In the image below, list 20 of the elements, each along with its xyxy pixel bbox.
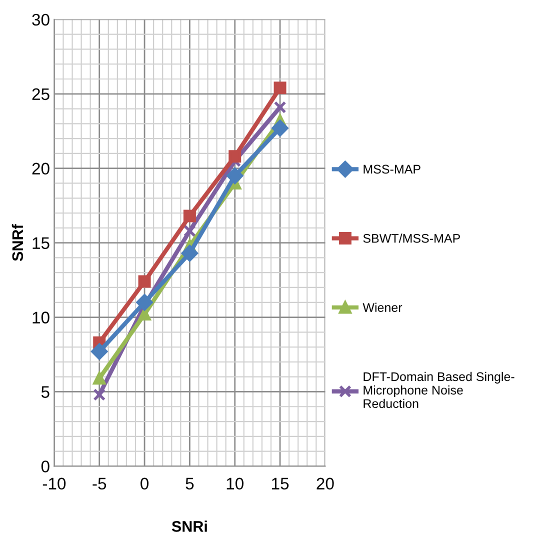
- x-tick-label: -10: [42, 478, 66, 490]
- x-tick-label: 20: [316, 478, 334, 490]
- x-axis-title: SNRi: [172, 520, 207, 532]
- x-tick-label: 15: [272, 478, 289, 490]
- x-tick-label: 0: [140, 478, 149, 490]
- y-tick-label: 5: [41, 386, 50, 398]
- legend-label: Wiener: [362, 302, 402, 312]
- y-tick-label: 15: [32, 237, 50, 250]
- x-tick-label: 5: [186, 478, 194, 490]
- y-tick-label: 25: [32, 88, 50, 100]
- y-axis-title: SNRf: [12, 224, 24, 262]
- y-tick-label: 0: [41, 460, 50, 472]
- legend-label: DFT-Domain Based Single- Microphone Noise Reduction: [364, 372, 514, 408]
- x-tick-label: -5: [92, 478, 106, 490]
- y-tick-label: 20: [32, 162, 50, 175]
- x-tick-label: 10: [226, 478, 244, 490]
- y-tick-label: 10: [32, 312, 50, 324]
- legend-label: SBWT/MSS-MAP: [363, 234, 460, 243]
- y-tick-label: 30: [32, 14, 50, 26]
- legend-label: MSS-MAP: [364, 164, 420, 174]
